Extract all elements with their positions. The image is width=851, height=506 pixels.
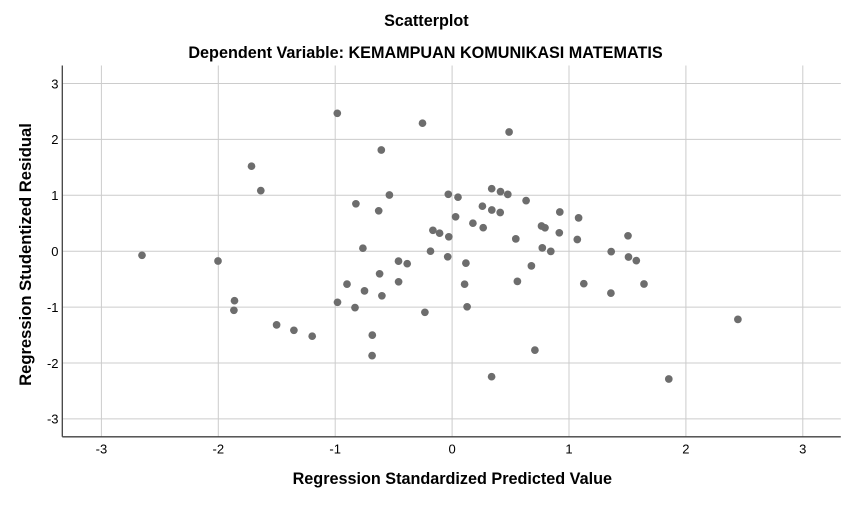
svg-text:Regression Studentized Residua: Regression Studentized Residual: [16, 123, 35, 386]
svg-text:3: 3: [51, 76, 58, 91]
svg-text:Dependent Variable: KEMAMPUAN: Dependent Variable: KEMAMPUAN KOMUNIKASI…: [188, 44, 662, 62]
svg-text:-3: -3: [47, 412, 59, 427]
svg-text:3: 3: [799, 442, 806, 457]
svg-text:2: 2: [51, 132, 58, 147]
svg-text:1: 1: [565, 442, 572, 457]
svg-text:Scatterplot: Scatterplot: [384, 12, 469, 30]
svg-text:0: 0: [448, 442, 455, 457]
svg-text:-1: -1: [47, 300, 59, 315]
svg-text:-3: -3: [96, 442, 108, 457]
svg-text:1: 1: [51, 188, 58, 203]
svg-text:-2: -2: [213, 442, 225, 457]
svg-text:0: 0: [51, 244, 58, 259]
svg-text:-1: -1: [329, 442, 341, 457]
svg-text:Regression Standardized Predic: Regression Standardized Predicted Value: [293, 470, 612, 488]
svg-text:-2: -2: [47, 356, 59, 371]
svg-text:2: 2: [682, 442, 689, 457]
